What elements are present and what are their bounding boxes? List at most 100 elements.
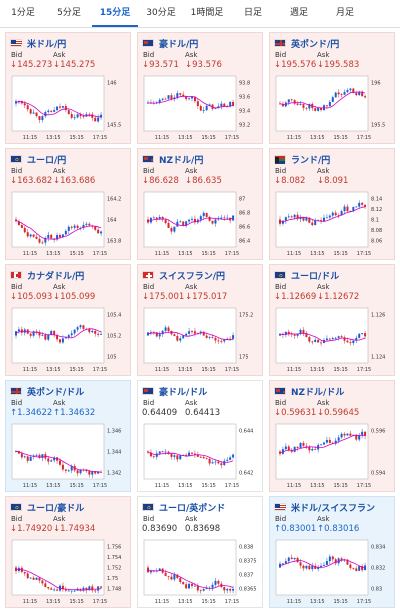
candle-body [232, 215, 235, 221]
pair-title[interactable]: 米ドル/円 [10, 37, 66, 50]
bid-label: Bid [275, 51, 287, 59]
y-tick-label: 1.344 [107, 450, 121, 456]
tab-6[interactable]: 週足 [289, 8, 308, 18]
chart-svg: 8.14 8.12 8.1 8.08 8.06 11:15 13:15 15:15 17:15 [275, 191, 382, 257]
tab-7[interactable]: 月足 [335, 8, 354, 18]
eu-flag-icon [10, 155, 22, 163]
rate-card[interactable]: ランド/円 Bid Ask ↓8.082 ↓8.091 8.14 8.12 8.1 8.08 8.… [269, 148, 395, 260]
rate-card[interactable]: ユーロ/英ポンド Bid Ask 0.83690 0.83698 0.838 0.8375 0… [137, 496, 263, 608]
pair-title[interactable]: NZドル/ドル [274, 385, 344, 398]
candle-body [97, 586, 100, 591]
pair-title[interactable]: 米ドル/スイスフラン [274, 501, 375, 514]
pair-title[interactable]: 豪ドル/円 [142, 37, 198, 50]
candle-body [64, 589, 67, 591]
pair-title[interactable]: 英ポンド/円 [274, 37, 339, 50]
candle-body [279, 451, 281, 454]
rate-card[interactable]: 英ポンド/円 Bid Ask ↓195.576 ↓195.583 196 195.5 11:1… [269, 32, 395, 144]
pair-title[interactable]: ユーロ/ドル [274, 269, 339, 282]
pair-title[interactable]: スイスフラン/円 [142, 269, 225, 282]
candle-body [149, 332, 152, 333]
pair-name: NZドル/円 [159, 155, 204, 166]
tab-3[interactable]: 30分足 [146, 8, 176, 18]
rate-card[interactable]: 英ポンド/ドル Bid Ask ↑1.34622 ↑1.34632 1.346 1.344 1… [5, 380, 131, 492]
y-tick-label: 175 [239, 354, 249, 360]
chart-frame [143, 75, 237, 132]
pair-title[interactable]: ユーロ/豪ドル [10, 501, 84, 514]
mini-candle-chart[interactable]: 1.346 1.344 1.342 11:15 13:15 15:15 17:15 [10, 421, 128, 491]
rate-card[interactable]: 豪ドル/円 Bid Ask ↓93.571 ↓93.576 93.8 93.6 93.4 93.… [137, 32, 263, 144]
rate-card[interactable]: ユーロ/ドル Bid Ask ↓1.12669 ↓1.12672 1.126 1.124 11… [269, 264, 395, 376]
rate-card[interactable]: ユーロ/円 Bid Ask ↓163.682 ↓163.686 164.2 164 163.8… [5, 148, 131, 260]
pair-title[interactable]: カナダドル/円 [10, 269, 84, 282]
mini-candle-chart[interactable]: 87 86.8 86.6 86.4 11:15 13:15 15:15 17:15 [142, 189, 260, 259]
mini-candle-chart[interactable]: 1.126 1.124 11:15 13:15 15:15 17:15 [274, 305, 392, 375]
candle-body [32, 577, 35, 580]
rate-card[interactable]: ユーロ/豪ドル Bid Ask ↓1.74920 ↓1.74934 1.756 1.754 1… [5, 496, 131, 608]
bid-value: ↓105.093 [10, 292, 53, 302]
y-tick-label: 163.8 [107, 238, 121, 244]
y-tick-label: 1.126 [371, 313, 385, 319]
bid-ask-values: 0.64409 0.64413 [142, 408, 220, 418]
pair-title[interactable]: 豪ドル/ドル [142, 385, 207, 398]
mini-candle-chart[interactable]: 1.756 1.754 1.752 1.75 1.748 11:15 13:15 15:15 1… [10, 537, 128, 607]
pair-title[interactable]: ランド/円 [274, 153, 330, 166]
bid-value: ↓195.576 [274, 60, 317, 70]
mini-candle-chart[interactable]: 8.14 8.12 8.1 8.08 8.06 11:15 13:15 15:15 17:15 [274, 189, 392, 259]
rate-card[interactable]: スイスフラン/円 Bid Ask ↓175.001 ↓175.017 175.2 175 11… [137, 264, 263, 376]
rate-card[interactable]: 豪ドル/ドル Bid Ask 0.64409 0.64413 0.644 0.642 11:1… [137, 380, 263, 492]
mini-candle-chart[interactable]: 0.838 0.8375 0.837 0.8365 11:15 13:15 15:15 17:… [142, 537, 260, 607]
tab-2[interactable]: 15分足 [92, 0, 138, 27]
mini-candle-chart[interactable]: 146 145.5 11:15 13:15 15:15 17:15 [10, 73, 128, 143]
candle-body [217, 580, 220, 584]
tab-1[interactable]: 5分足 [57, 8, 81, 18]
candle-body [17, 329, 20, 332]
candle-body [337, 336, 340, 338]
pair-title[interactable]: 英ポンド/ドル [10, 385, 84, 398]
candle-body [188, 583, 191, 589]
x-tick-label: 17:15 [357, 599, 371, 605]
rate-card[interactable]: カナダドル/円 Bid Ask ↓105.093 ↓105.099 105.4 105.2 1… [5, 264, 131, 376]
mini-candle-chart[interactable]: 175.2 175 11:15 13:15 15:15 17:15 [142, 305, 260, 375]
mini-candle-chart[interactable]: 0.644 0.642 11:15 13:15 15:15 17:15 [142, 421, 260, 491]
rate-card[interactable]: NZドル/円 Bid Ask ↓86.628 ↓86.635 87 86.8 86.6 86.4… [137, 148, 263, 260]
mini-candle-chart[interactable]: 164.2 164 163.8 11:15 13:15 15:15 17:15 [10, 189, 128, 259]
bid-value: ↓145.273 [10, 60, 53, 70]
pair-title[interactable]: NZドル/円 [142, 153, 204, 166]
rate-card[interactable]: 米ドル/スイスフラン Bid Ask ↑0.83001 ↑0.83016 0.834 0.8… [269, 496, 395, 608]
bid-value: ↓93.571 [142, 60, 179, 70]
rate-card[interactable]: NZドル/ドル Bid Ask ↓0.59631 ↓0.59645 0.596 0.594 1… [269, 380, 395, 492]
us-flag-icon [274, 503, 286, 511]
candle-body [226, 588, 229, 591]
candle-body [50, 588, 53, 590]
candle-body [158, 216, 161, 220]
mini-candle-chart[interactable]: 105.4 105.2 105 11:15 13:15 15:15 17:15 [10, 305, 128, 375]
candle-body [361, 202, 364, 205]
candle-body [232, 588, 235, 591]
mini-candle-chart[interactable]: 93.8 93.6 93.4 93.2 11:15 13:15 15:15 17:15 [142, 73, 260, 143]
candle-body [53, 110, 56, 112]
tab-4[interactable]: 1時間足 [190, 8, 224, 18]
pair-title[interactable]: ユーロ/英ポンド [142, 501, 225, 514]
mini-candle-chart[interactable]: 0.596 0.594 11:15 13:15 15:15 17:15 [274, 421, 392, 491]
bid-ask-values: ↓145.273 ↓145.275 [10, 60, 95, 70]
candle-body [61, 464, 64, 470]
candle-body [361, 566, 364, 571]
candle-body [164, 327, 167, 331]
candle-body [325, 439, 328, 443]
bid-label: Bid [11, 167, 23, 175]
mini-candle-chart[interactable]: 0.834 0.832 0.83 11:15 13:15 15:15 17:15 [274, 537, 392, 607]
candle-body [82, 587, 85, 591]
pair-title[interactable]: ユーロ/円 [10, 153, 66, 166]
y-tick-label: 8.1 [371, 218, 379, 224]
ask-label: Ask [53, 167, 66, 175]
mini-candle-chart[interactable]: 196 195.5 11:15 13:15 15:15 17:15 [274, 73, 392, 143]
candle-body [293, 334, 296, 336]
x-tick-label: 15:15 [69, 483, 83, 489]
tab-5[interactable]: 日足 [243, 8, 262, 18]
tab-0[interactable]: 1分足 [11, 8, 35, 18]
moving-average-line [15, 219, 102, 240]
candle-body [199, 456, 202, 458]
rate-card[interactable]: 米ドル/円 Bid Ask ↓145.273 ↓145.275 146 145.5 11:15… [5, 32, 131, 144]
candle-body [88, 328, 91, 333]
y-tick-label: 164 [107, 218, 117, 224]
